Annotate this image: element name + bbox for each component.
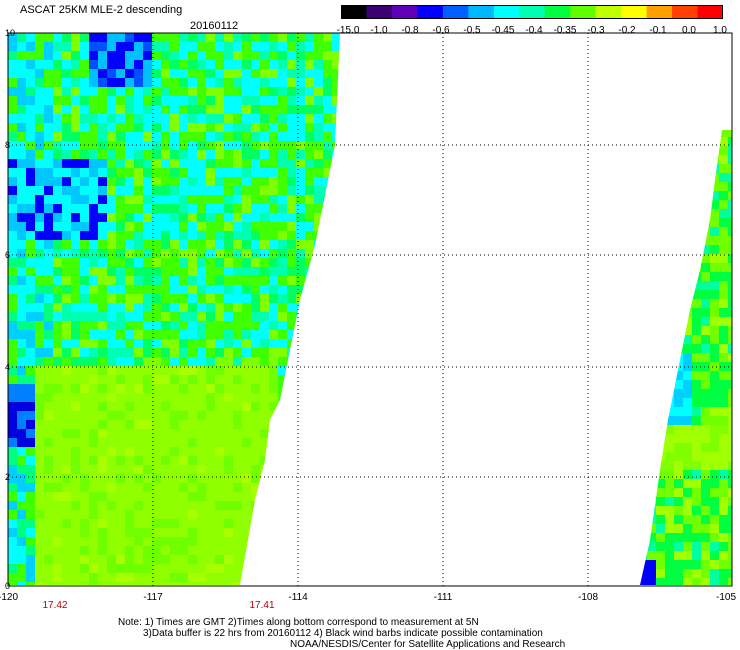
- colorbar-swatch: [570, 5, 597, 19]
- colorbar-swatch: [544, 5, 571, 19]
- longitude-label: -108: [577, 592, 599, 603]
- swath-right: [640, 130, 732, 585]
- note-line-1: Note: 1) Times are GMT 2)Times along bot…: [118, 617, 479, 628]
- colorbar-label: -0.8: [401, 25, 419, 36]
- latitude-label: 8: [5, 140, 11, 150]
- map-date: 20160112: [190, 20, 239, 32]
- colorbar-label: -0.3: [587, 25, 605, 36]
- colorbar-swatch: [519, 5, 546, 19]
- colorbar-label: -1.0: [370, 25, 388, 36]
- colorbar-swatch: [442, 5, 469, 19]
- time-label-right: 17.41: [249, 600, 275, 611]
- colorbar-label: -0.45: [491, 25, 515, 36]
- plot-frame: [7, 32, 733, 587]
- longitude-label: -111: [433, 592, 453, 603]
- longitude-label: -114: [288, 592, 308, 603]
- latitude-label: 6: [5, 250, 11, 260]
- colorbar-swatch: [621, 5, 648, 19]
- map-title: ASCAT 25KM MLE-2 descending: [20, 4, 183, 16]
- latitude-label: 0: [5, 581, 11, 591]
- swath-left: [8, 33, 340, 585]
- colorbar-label: -0.1: [649, 25, 667, 36]
- time-label-left: 17.42: [42, 600, 68, 611]
- colorbar-label: 0.0: [682, 25, 696, 36]
- latitude-label: 10: [5, 28, 16, 38]
- colorbar-swatch: [697, 5, 723, 19]
- colorbar-swatch: [417, 5, 444, 19]
- note-line-2: 3)Data buffer is 22 hrs from 20160112 4)…: [143, 628, 543, 639]
- lat-lon-grid: [8, 33, 732, 586]
- colorbar-label: -0.6: [432, 25, 450, 36]
- colorbar-swatch: [672, 5, 699, 19]
- note-line-3: NOAA/NESDIS/Center for Satellite Applica…: [290, 639, 566, 650]
- colorbar-label: 1.0: [713, 25, 727, 36]
- colorbar-label: -0.5: [463, 25, 481, 36]
- colorbar-label: -15.0: [336, 25, 360, 36]
- colorbar-swatch: [366, 5, 393, 19]
- colorbar-swatch: [646, 5, 673, 19]
- colorbar-swatch: [595, 5, 622, 19]
- latitude-label: 2: [5, 472, 11, 482]
- colorbar-swatch: [391, 5, 418, 19]
- colorbar: [341, 5, 723, 19]
- colorbar-label: -0.2: [618, 25, 636, 36]
- longitude-label: -117: [143, 592, 163, 603]
- longitude-label: -105: [715, 592, 737, 603]
- latitude-label: 4: [5, 362, 11, 372]
- colorbar-label: -0.35: [553, 25, 577, 36]
- colorbar-swatch: [341, 5, 368, 19]
- colorbar-swatch: [468, 5, 495, 19]
- colorbar-label: -0.4: [525, 25, 543, 36]
- longitude-label: -120: [0, 592, 19, 603]
- colorbar-swatch: [493, 5, 520, 19]
